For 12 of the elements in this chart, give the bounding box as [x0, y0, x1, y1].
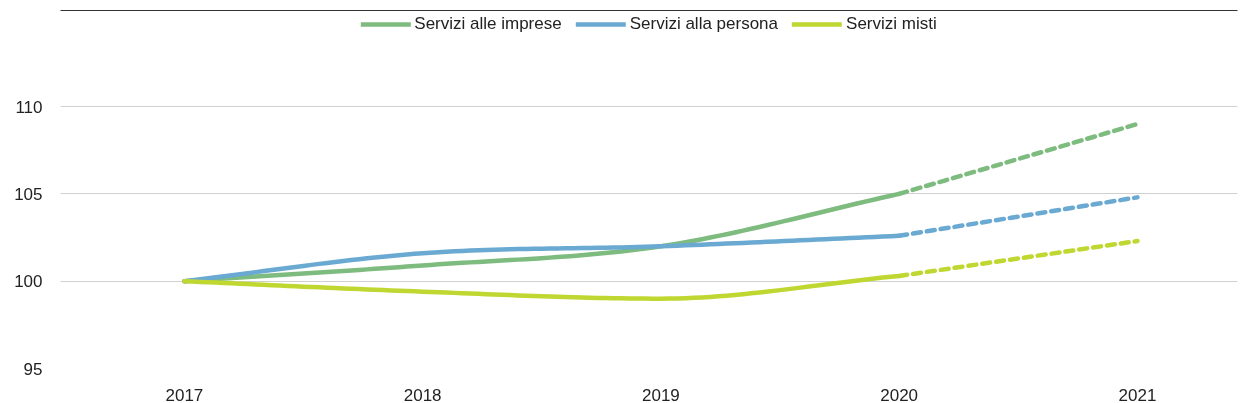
x-tick-label: 2018: [403, 385, 442, 403]
y-tick-label: 110: [15, 97, 43, 117]
y-tick-label: 100: [14, 272, 43, 292]
y-tick-label: 105: [14, 184, 43, 204]
x-tick-label: 2019: [642, 385, 680, 403]
legend-label: Servizi alla persona: [629, 14, 779, 34]
x-tick-label: 2020: [880, 385, 919, 403]
legend-label: Servizi misti: [846, 14, 937, 34]
x-tick-label: 2021: [1118, 385, 1157, 403]
legend-label: Servizi alle imprese: [414, 14, 562, 34]
y-tick-label: 95: [23, 359, 43, 379]
x-tick-label: 2017: [165, 385, 204, 403]
